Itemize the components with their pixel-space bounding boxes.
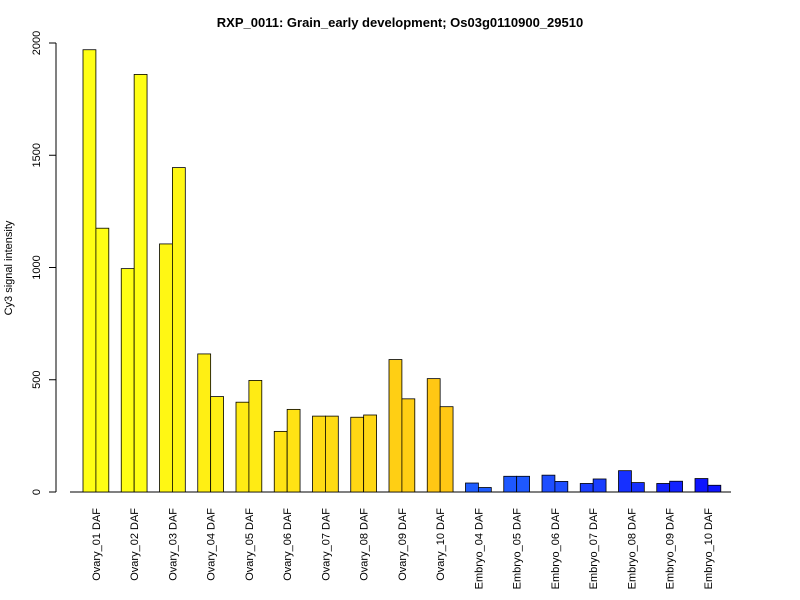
bar (210, 396, 224, 493)
x-tick-label: Embryo_07 DAF (588, 508, 600, 590)
bar (694, 478, 709, 493)
bar (95, 227, 110, 493)
x-tick-label: Ovary_02 DAF (129, 508, 141, 581)
bar (273, 430, 288, 493)
bar (235, 401, 250, 493)
bar (541, 474, 556, 493)
bar (707, 484, 722, 493)
y-tick-label: 500 (31, 371, 43, 389)
chart-title: RXP_0011: Grain_early development; Os03g… (217, 15, 583, 30)
x-tick-label: Embryo_08 DAF (626, 508, 638, 590)
bar (426, 378, 441, 493)
bar (286, 408, 301, 493)
bar (197, 353, 212, 493)
bar (350, 416, 365, 493)
bar (363, 414, 377, 493)
y-axis-label: Cy3 signal intensity (3, 220, 15, 315)
x-tick-label: Embryo_05 DAF (512, 508, 524, 590)
x-tick-label: Ovary_08 DAF (359, 508, 371, 581)
y-tick-label: 2000 (31, 31, 43, 55)
y-axis: 0 500 1000 1500 2000 (31, 31, 57, 495)
x-tick-label: Ovary_09 DAF (397, 508, 409, 581)
bar (669, 480, 683, 493)
x-tick-label: Embryo_10 DAF (703, 508, 715, 590)
x-tick-label: Ovary_01 DAF (91, 508, 103, 581)
x-tick-labels: Ovary_01 DAF Ovary_02 DAF Ovary_03 DAF Ovar… (91, 508, 715, 590)
bar (388, 359, 403, 493)
bar (477, 487, 492, 493)
bar (554, 481, 569, 493)
x-tick-label: Ovary_04 DAF (206, 508, 218, 581)
x-tick-label: Embryo_04 DAF (473, 508, 485, 590)
bar (248, 380, 263, 493)
bar (324, 415, 339, 493)
bar (401, 398, 416, 493)
y-tick-label: 1000 (31, 255, 43, 279)
x-tick-label: Ovary_05 DAF (244, 508, 256, 581)
x-tick-label: Ovary_10 DAF (435, 508, 447, 581)
x-tick-label: Embryo_09 DAF (665, 508, 677, 590)
bar (592, 478, 607, 493)
x-tick-label: Embryo_06 DAF (550, 508, 562, 590)
y-tick-label: 0 (31, 489, 43, 495)
bar (503, 475, 518, 493)
y-tick-label: 1500 (31, 143, 43, 167)
bar (312, 415, 326, 493)
bar (82, 49, 97, 493)
bar (579, 483, 594, 493)
bar (439, 406, 454, 493)
bar (618, 470, 632, 493)
bar (120, 268, 135, 493)
bar (171, 167, 186, 493)
bar (656, 483, 671, 493)
bar (159, 243, 173, 493)
bar (465, 482, 479, 493)
x-tick-label: Ovary_07 DAF (320, 508, 332, 581)
bars-group (82, 49, 722, 493)
bar (631, 482, 645, 493)
bar (516, 475, 530, 493)
x-tick-label: Ovary_06 DAF (282, 508, 294, 581)
x-tick-label: Ovary_03 DAF (167, 508, 179, 581)
bar (133, 74, 148, 493)
